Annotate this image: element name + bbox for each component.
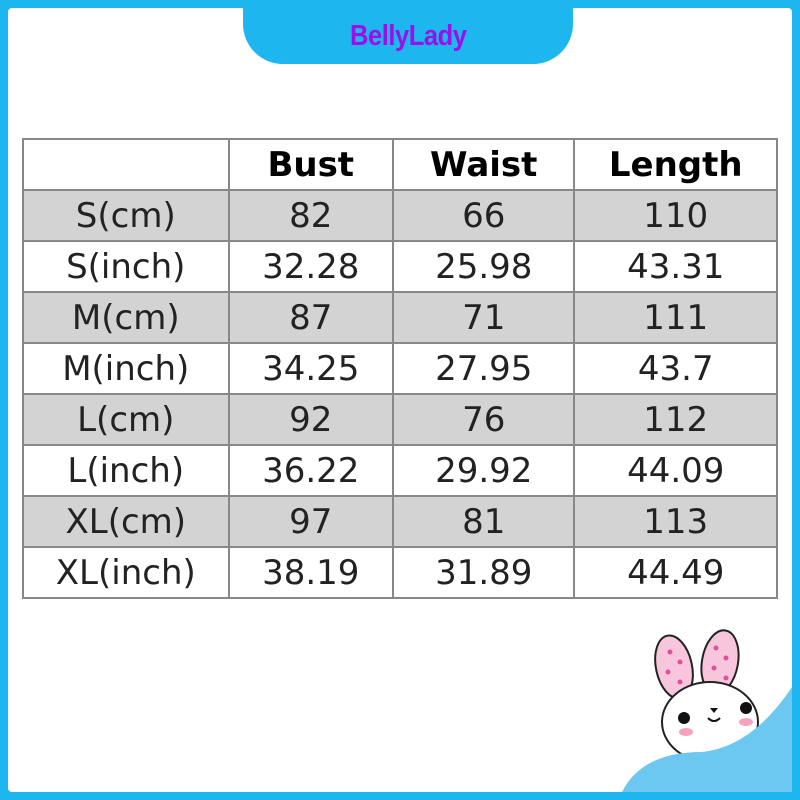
size-chart-table: Bust Waist Length S(cm) 82 66 110 S(inch) 32.… xyxy=(22,138,778,599)
measurement-cell: 76 xyxy=(392,393,576,446)
measurement-cell: 27.95 xyxy=(392,342,576,395)
measurement-cell: 31.89 xyxy=(392,546,576,599)
size-label-cell: S(cm) xyxy=(22,189,230,242)
measurement-cell: 34.25 xyxy=(227,342,395,395)
table-row: S(cm) 82 66 110 xyxy=(22,189,778,242)
table-row: M(cm) 87 71 111 xyxy=(22,291,778,344)
size-label-cell: XL(cm) xyxy=(22,495,230,548)
table-row: M(inch) 34.25 27.95 43.7 xyxy=(22,342,778,395)
measurement-cell: 92 xyxy=(227,393,395,446)
measurement-cell: 44.09 xyxy=(573,444,778,497)
table-row: L(inch) 36.22 29.92 44.09 xyxy=(22,444,778,497)
header-cell: Length xyxy=(573,138,778,191)
brand-logo: BellyLady xyxy=(349,19,467,52)
measurement-cell: 87 xyxy=(227,291,395,344)
measurement-cell: 113 xyxy=(573,495,778,548)
table-row: XL(inch) 38.19 31.89 44.49 xyxy=(22,546,778,599)
measurement-cell: 36.22 xyxy=(227,444,395,497)
measurement-cell: 29.92 xyxy=(392,444,576,497)
header-cell xyxy=(22,138,230,191)
measurement-cell: 82 xyxy=(227,189,395,242)
measurement-cell: 38.19 xyxy=(227,546,395,599)
measurement-cell: 32.28 xyxy=(227,240,395,293)
measurement-cell: 97 xyxy=(227,495,395,548)
size-label-cell: L(cm) xyxy=(22,393,230,446)
size-label-cell: M(cm) xyxy=(22,291,230,344)
measurement-cell: 25.98 xyxy=(392,240,576,293)
header-cell: Waist xyxy=(392,138,576,191)
bunny-icon xyxy=(622,629,792,792)
size-label-cell: L(inch) xyxy=(22,444,230,497)
measurement-cell: 43.7 xyxy=(573,342,778,395)
size-label-cell: XL(inch) xyxy=(22,546,230,599)
measurement-cell: 71 xyxy=(392,291,576,344)
measurement-cell: 44.49 xyxy=(573,546,778,599)
brand-tab: BellyLady xyxy=(243,8,573,64)
size-label-cell: M(inch) xyxy=(22,342,230,395)
measurement-cell: 112 xyxy=(573,393,778,446)
table-row: XL(cm) 97 81 113 xyxy=(22,495,778,548)
table-row: S(inch) 32.28 25.98 43.31 xyxy=(22,240,778,293)
measurement-cell: 111 xyxy=(573,291,778,344)
measurement-cell: 66 xyxy=(392,189,576,242)
measurement-cell: 110 xyxy=(573,189,778,242)
measurement-cell: 43.31 xyxy=(573,240,778,293)
table-row: L(cm) 92 76 112 xyxy=(22,393,778,446)
size-label-cell: S(inch) xyxy=(22,240,230,293)
header-cell: Bust xyxy=(227,138,395,191)
measurement-cell: 81 xyxy=(392,495,576,548)
header-row: Bust Waist Length xyxy=(22,138,778,191)
